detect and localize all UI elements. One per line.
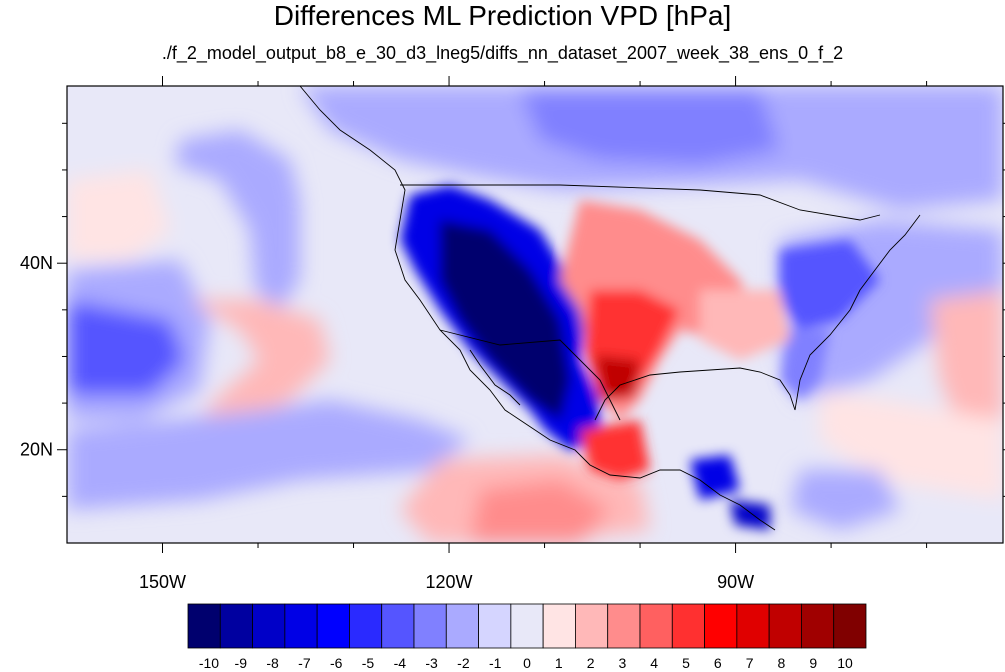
region-mexico-red [580,420,650,480]
colorbar-swatch [219,603,253,649]
region-central-america-blue [730,500,770,530]
region-south-pink-core [470,480,610,543]
colorbar-label: -5 [362,655,375,671]
region-mexico-blue [690,455,740,500]
y-tick-label: 40N [20,253,53,273]
colorbar-swatch [284,603,318,649]
colorbar-swatch [736,603,770,649]
colorbar-label: 5 [682,655,690,671]
colorbar-swatch [768,603,802,649]
colorbar-swatch [316,603,350,649]
colorbar-swatch [833,603,867,649]
map-axes: 150W 120W 90W 40N 20N [20,76,1005,592]
colorbar-swatch [413,603,447,649]
colorbar-label: 0 [523,655,531,671]
colorbar-label: -4 [394,655,407,671]
colorbar-swatch [607,603,641,649]
region-caribbean-blue [790,470,900,530]
region-southeast-pink [700,290,790,360]
colorbar-label: -9 [235,655,248,671]
colorbar-label: 6 [714,655,722,671]
region-west-us-core [440,220,570,420]
coastline-atlantic [794,214,921,411]
field-core-layer [400,185,880,530]
coastline-gulf [594,367,796,421]
colorbar-label: -3 [425,655,438,671]
colorbar-swatch [542,603,576,649]
colorbar-label: 3 [619,655,627,671]
colorbar-swatch [575,603,609,649]
colorbar-label: 4 [650,655,658,671]
colorbar-swatch [349,603,383,649]
region-west-pacific-core [67,300,185,395]
map-frame [66,85,1004,544]
colorbar-swatch [704,603,738,649]
map-field [67,86,1003,543]
colorbar-swatch [510,603,544,649]
colorbar-swatch [381,603,415,649]
coastline-pacific [299,86,776,531]
map-title: Differences ML Prediction VPD [hPa] [273,0,732,31]
region-east-us-blue [780,240,880,330]
coastline-baja [469,349,521,406]
region-pacific-pink [190,300,330,430]
region-north-blue-core [520,90,780,165]
colorbar-label: -10 [199,655,219,671]
x-tick-label: 150W [139,572,186,592]
region-texas-core [595,355,640,400]
colorbar-label: -2 [457,655,470,671]
x-tick-label: 90W [717,572,754,592]
colorbar-label: -7 [298,655,311,671]
colorbar-swatch [445,603,479,649]
colorbar-swatch [478,603,512,649]
colorbar-swatch [801,603,835,649]
colorbar-label: -6 [330,655,343,671]
border-us-mexico [439,329,621,421]
region-atlantic-pink [930,290,1003,430]
colorbar-swatch [639,603,673,649]
colorbar-label: 8 [778,655,786,671]
colorbar-label: 2 [587,655,595,671]
colorbar-label: 1 [555,655,563,671]
colorbar-swatch [187,603,221,649]
colorbar-swatch [252,603,286,649]
region-pacific-blue-lobe [175,130,300,310]
map-subtitle: ./f_2_model_output_b8_e_30_d3_lneg5/diff… [161,43,844,63]
colorbar-label: 9 [809,655,817,671]
region-gulf-pink [820,390,1003,500]
colorbar-label: 10 [837,655,853,671]
colorbar-label: -8 [266,655,279,671]
border-canada-us [400,184,881,221]
x-tick-label: 120W [426,572,473,592]
colorbar-label: -1 [489,655,502,671]
region-pacific-pink-north [67,170,170,260]
region-south-pacific-blue [67,400,470,510]
coastlines [299,86,921,531]
colorbar-label: 7 [746,655,754,671]
y-tick-label: 20N [20,440,53,460]
colorbar: -10 -9 -8 -7 -6 -5 -4 -3 -2 -1 0 1 2 3 4 5 6 7 8 9 10 [187,603,867,671]
colorbar-swatch [671,603,705,649]
